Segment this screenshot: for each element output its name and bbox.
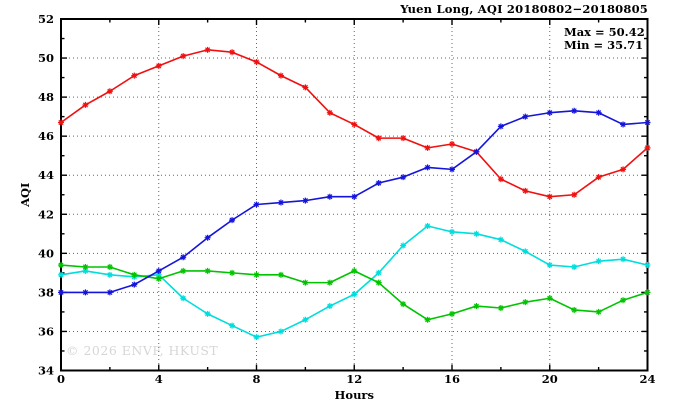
svg-text:48: 48 [38, 90, 54, 104]
svg-text:46: 46 [38, 129, 54, 143]
svg-text:0: 0 [57, 372, 65, 386]
svg-text:20: 20 [542, 372, 558, 386]
max-min-annotation: Max = 50.42 Min = 35.71 [564, 26, 645, 52]
svg-text:8: 8 [252, 372, 260, 386]
svg-text:38: 38 [38, 285, 54, 299]
svg-text:12: 12 [346, 372, 362, 386]
svg-text:34: 34 [38, 364, 54, 378]
svg-text:24: 24 [639, 372, 655, 386]
series-green-markers [58, 262, 651, 323]
svg-text:40: 40 [38, 246, 54, 260]
svg-text:50: 50 [38, 51, 54, 65]
svg-text:AQI: AQI [18, 183, 32, 208]
watermark: © 2026 ENVF, HKUST [66, 343, 219, 358]
min-value-label: Min = 35.71 [564, 38, 644, 52]
series-red-markers [58, 46, 651, 200]
series-blue-markers [58, 107, 651, 296]
svg-text:4: 4 [155, 372, 163, 386]
svg-text:Hours: Hours [335, 388, 374, 402]
max-value-label: Max = 50.42 [564, 25, 645, 39]
svg-text:36: 36 [38, 324, 54, 338]
series-cyan-markers [58, 222, 651, 341]
chart-title: Yuen Long, AQI 20180802−20180805 [400, 2, 648, 16]
svg-text:52: 52 [38, 12, 54, 26]
svg-text:44: 44 [38, 168, 54, 182]
svg-text:42: 42 [38, 207, 54, 221]
svg-text:16: 16 [444, 372, 460, 386]
